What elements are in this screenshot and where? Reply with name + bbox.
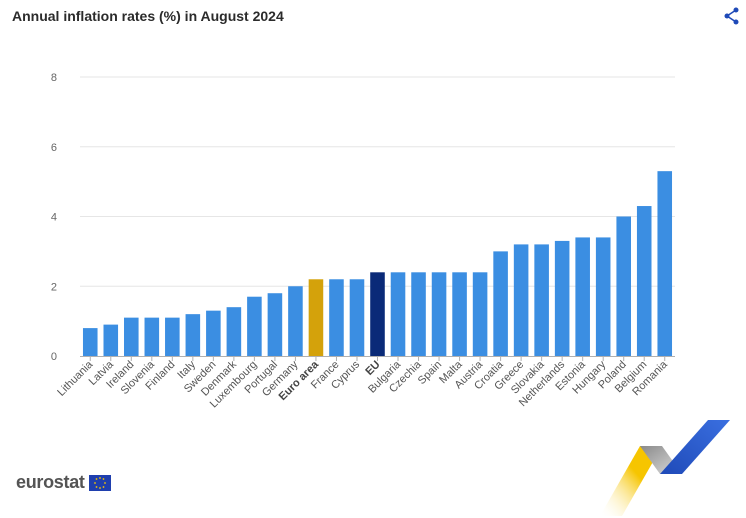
bar-belgium (636, 206, 652, 356)
bar-sweden (206, 310, 221, 356)
bar-luxembourg (247, 296, 262, 356)
logo-text: eurostat (16, 472, 85, 492)
eu-flag-icon (88, 474, 111, 491)
bar-greece (513, 244, 529, 356)
bar-euro-area (308, 279, 324, 356)
share-icon[interactable] (722, 6, 742, 26)
bar-estonia (575, 237, 590, 356)
bar-lithuania (82, 328, 98, 356)
eurostat-logo[interactable]: eurostat (16, 472, 111, 493)
bar-austria (472, 272, 488, 356)
chart-title: Annual inflation rates (%) in August 202… (12, 8, 284, 24)
y-tick-label: 0 (51, 351, 57, 363)
bar-netherlands (554, 240, 570, 356)
bar-czechia (411, 272, 426, 356)
bar-france (329, 279, 344, 356)
decorative-stripes-graphic (600, 420, 730, 516)
bar-chart: 02468LithuaniaLatviaIrelandSloveniaFinla… (51, 72, 675, 410)
bar-croatia (493, 251, 508, 356)
bar-denmark (226, 307, 242, 356)
y-tick-label: 4 (51, 212, 57, 224)
bar-bulgaria (390, 272, 406, 356)
bar-latvia (103, 324, 119, 356)
bar-romania (657, 171, 673, 356)
x-category-label: Spain (416, 359, 444, 387)
bar-cyprus (349, 279, 365, 356)
bar-hungary (595, 237, 611, 356)
bar-italy (185, 314, 201, 356)
bar-spain (431, 272, 447, 356)
y-tick-label: 6 (51, 142, 57, 154)
bar-poland (616, 216, 631, 356)
bar-ireland (124, 317, 139, 356)
y-tick-label: 8 (51, 72, 57, 84)
bar-slovenia (144, 317, 160, 356)
bar-finland (165, 317, 180, 356)
bar-portugal (267, 293, 283, 356)
bar-slovakia (534, 244, 549, 356)
bar-germany (288, 286, 303, 356)
y-tick-label: 2 (51, 281, 57, 293)
bar-eu (370, 272, 385, 356)
bar-malta (452, 272, 467, 356)
